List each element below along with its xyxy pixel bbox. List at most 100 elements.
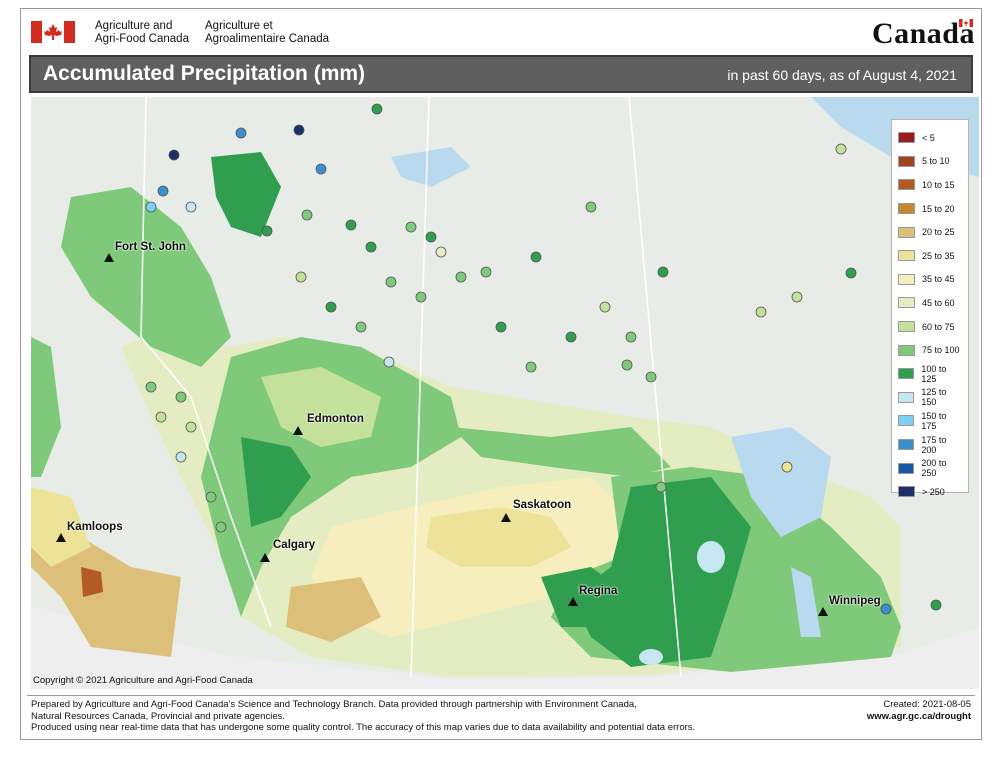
canada-wordmark: Canada — [872, 17, 975, 51]
legend-swatch — [898, 439, 915, 451]
city-marker-fort-st-john — [104, 253, 114, 262]
station-dot — [781, 461, 793, 473]
legend-swatch — [898, 250, 915, 262]
legend-swatch — [898, 415, 915, 427]
legend-label: 150 to 175 — [921, 410, 947, 431]
station-dot — [455, 271, 467, 283]
station-dots — [145, 103, 942, 615]
legend-label: 15 to 20 — [922, 203, 955, 214]
city-marker-winnipeg — [818, 607, 828, 616]
legend-item: 200 to 250 — [898, 456, 962, 480]
footer-line-1: Prepared by Agriculture and Agri-Food Ca… — [31, 699, 637, 710]
station-dot — [293, 124, 305, 136]
us-region — [31, 607, 979, 689]
precip-area-100-125-regina — [541, 567, 631, 627]
legend-label: 175 to 200 — [921, 434, 947, 455]
legend-item: 25 to 35 — [898, 244, 962, 268]
station-dot — [435, 246, 447, 258]
city-marker-saskatoon — [501, 513, 511, 522]
map-subtitle: in past 60 days, as of August 4, 2021 — [727, 67, 957, 83]
station-dot — [530, 251, 542, 263]
station-dot — [295, 271, 307, 283]
footer-line-2: Natural Resources Canada, Provincial and… — [31, 710, 285, 722]
city-marker-regina — [568, 597, 578, 606]
station-dot — [405, 221, 417, 233]
legend-swatch — [898, 486, 915, 498]
precip-spot-125-150 — [697, 541, 725, 573]
city-label-edmonton: Edmonton — [307, 413, 364, 425]
station-dot — [385, 276, 397, 288]
legend-swatch — [898, 344, 915, 356]
city-marker-edmonton — [293, 426, 303, 435]
city-label-calgary: Calgary — [273, 539, 316, 551]
station-dot — [621, 359, 633, 371]
border-ab-sk — [410, 97, 430, 678]
lake-winnipeg — [731, 427, 831, 537]
legend-item: 125 to 150 — [898, 386, 962, 410]
city-label-winnipeg: Winnipeg — [829, 595, 881, 607]
station-dot — [145, 201, 157, 213]
legend-label: 45 to 60 — [922, 297, 955, 308]
station-dot — [355, 321, 367, 333]
legend-label: 25 to 35 — [922, 250, 955, 261]
station-dot — [565, 331, 577, 343]
lake-athabasca — [391, 147, 471, 187]
wordmark-flag-icon — [959, 19, 973, 27]
city-marker-calgary — [260, 553, 270, 562]
legend-item: < 5 — [898, 126, 962, 150]
station-dot — [345, 219, 357, 231]
map-canvas — [31, 97, 979, 689]
legend-item: 45 to 60 — [898, 291, 962, 315]
station-dot — [625, 331, 637, 343]
station-dot — [371, 103, 383, 115]
canada-flag-icon — [31, 21, 75, 43]
legend-swatch — [898, 321, 915, 333]
agency-name-fr: Agriculture et Agroalimentaire Canada — [205, 20, 329, 46]
station-dot — [791, 291, 803, 303]
station-dot — [599, 301, 611, 313]
precip-area-60-75 — [261, 367, 381, 447]
precipitation-map: Fort St. John Edmonton Kamloops Calgary … — [31, 97, 979, 689]
station-dot — [155, 411, 167, 423]
legend-item: 175 to 200 — [898, 433, 962, 457]
legend-swatch — [898, 226, 915, 238]
agency-fr-line1: Agriculture et — [205, 20, 273, 32]
legend-label: 100 to 125 — [921, 363, 947, 384]
legend-label: < 5 — [922, 132, 935, 143]
station-dot — [215, 521, 227, 533]
station-dot — [383, 356, 395, 368]
station-dot — [415, 291, 427, 303]
legend-item: 150 to 175 — [898, 409, 962, 433]
city-label-regina: Regina — [579, 585, 618, 597]
legend-label: 5 to 10 — [922, 156, 950, 167]
agency-en-line2: Agri-Food Canada — [95, 33, 189, 45]
precip-area-20-25 — [286, 577, 381, 642]
legend-item: 15 to 20 — [898, 197, 962, 221]
legend-swatch — [898, 297, 915, 309]
station-dot — [315, 163, 327, 175]
station-dot — [185, 201, 197, 213]
station-dot — [235, 127, 247, 139]
legend-item: 60 to 75 — [898, 315, 962, 339]
station-dot — [845, 267, 857, 279]
lake-manitoba — [791, 567, 821, 637]
precip-area-north-alberta — [211, 152, 281, 237]
station-dot — [880, 603, 892, 615]
title-bar: Accumulated Precipitation (mm) in past 6… — [29, 55, 973, 93]
legend: < 5 5 to 10 10 to 15 15 to 20 20 to 25 25 to … — [891, 119, 969, 498]
station-dot — [205, 491, 217, 503]
drought-url[interactable]: www.agr.gc.ca/drought — [866, 710, 971, 722]
legend-label: 200 to 250 — [921, 458, 947, 479]
station-dot — [585, 201, 597, 213]
station-dot — [145, 381, 157, 393]
station-dot — [480, 266, 492, 278]
map-title: Accumulated Precipitation (mm) — [43, 62, 366, 85]
city-label-saskatoon: Saskatoon — [513, 499, 572, 511]
legend-swatch — [898, 391, 915, 403]
station-dot — [261, 225, 273, 237]
station-dot — [168, 149, 180, 161]
legend-label: > 250 — [922, 486, 945, 497]
bc-very-dry-spot — [81, 567, 103, 597]
station-dot — [175, 391, 187, 403]
legend-swatch — [898, 203, 915, 215]
